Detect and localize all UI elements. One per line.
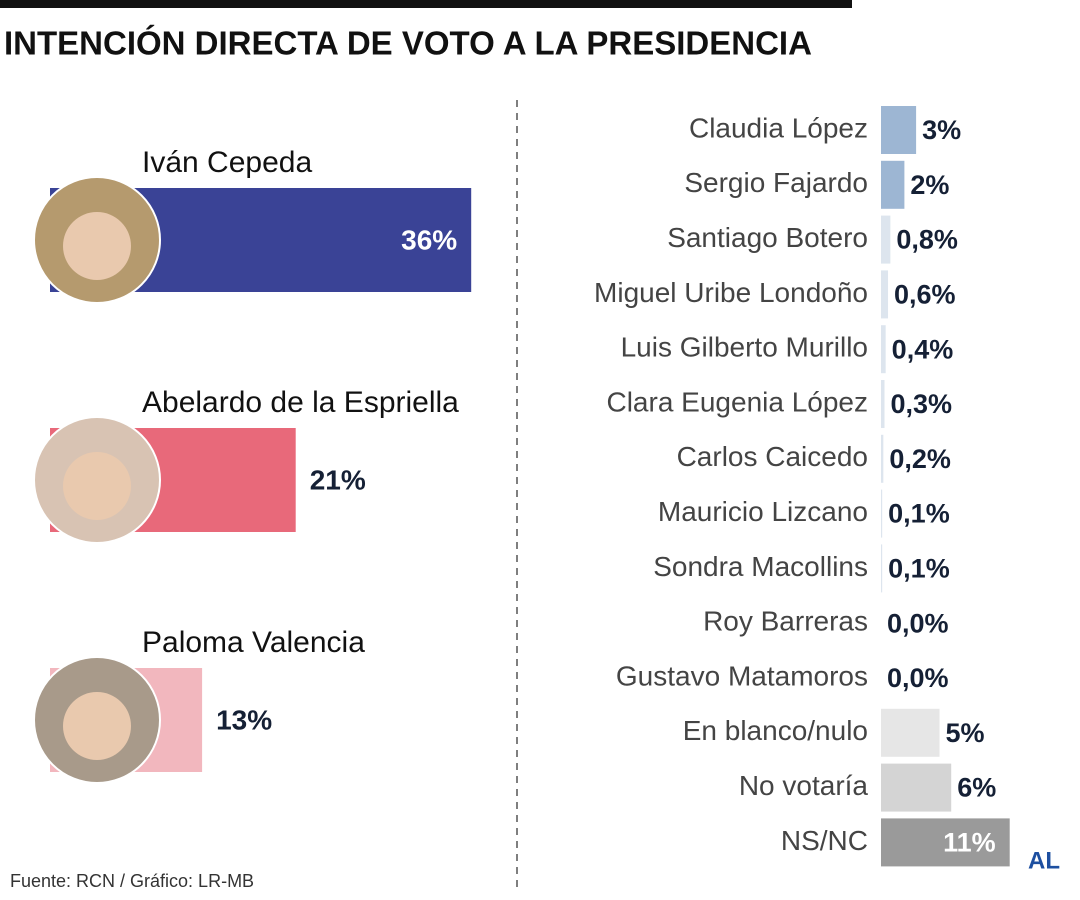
- bar: [881, 489, 883, 538]
- value-label: 0,1%: [888, 554, 950, 584]
- candidate-name: Miguel Uribe Londoño: [594, 277, 868, 308]
- value-label: 2%: [910, 170, 949, 200]
- candidate-name: Abelardo de la Espriella: [142, 386, 459, 419]
- candidate-name: Mauricio Lizcano: [658, 496, 868, 527]
- candidate-name: Iván Cepeda: [142, 146, 312, 179]
- value-label: 0,6%: [894, 280, 956, 310]
- candidate-name: Santiago Botero: [667, 222, 868, 253]
- candidate-name: Luis Gilberto Murillo: [621, 332, 868, 363]
- candidate-name: En blanco/nulo: [683, 715, 868, 746]
- value-label: 0,2%: [889, 444, 951, 474]
- photo-face: [63, 452, 131, 520]
- bar: [881, 160, 905, 209]
- candidate-name: Clara Eugenia López: [606, 386, 868, 417]
- candidate-name: Sergio Fajardo: [684, 167, 868, 198]
- bar: [881, 380, 885, 428]
- candidate-name: Paloma Valencia: [142, 626, 365, 659]
- value-label: 36%: [401, 224, 457, 255]
- value-label: 0,1%: [888, 499, 950, 529]
- value-label: 0,4%: [892, 334, 954, 364]
- value-label: 11%: [943, 828, 996, 858]
- photo-face: [63, 212, 131, 280]
- candidate-name: Sondra Macollins: [653, 551, 868, 582]
- bar: [881, 270, 889, 319]
- candidate-name: Gustavo Matamoros: [616, 660, 868, 691]
- bar: [881, 106, 917, 154]
- value-label: 13%: [216, 704, 272, 735]
- candidate-name: Carlos Caicedo: [677, 441, 868, 472]
- value-label: 3%: [922, 115, 961, 145]
- value-label: 5%: [946, 718, 985, 748]
- bar: [881, 434, 884, 483]
- candidate-name: No votaría: [739, 770, 869, 801]
- chart-title: INTENCIÓN DIRECTA DE VOTO A LA PRESIDENC…: [4, 25, 812, 62]
- top-rule: [0, 0, 852, 8]
- value-label: 0,0%: [887, 663, 949, 693]
- logo: AL: [1028, 847, 1060, 874]
- bar: [881, 544, 883, 593]
- bar: [881, 763, 952, 812]
- bar: [881, 708, 940, 757]
- bar: [881, 325, 886, 374]
- value-label: 21%: [310, 464, 366, 495]
- bar: [881, 818, 1010, 867]
- candidate-name: NS/NC: [781, 825, 868, 856]
- value-label: 0,0%: [887, 608, 949, 638]
- candidate-name: Claudia López: [689, 112, 868, 143]
- value-label: 0,3%: [891, 389, 953, 419]
- value-label: 6%: [957, 773, 996, 803]
- candidate-name: Roy Barreras: [703, 606, 868, 637]
- bar: [881, 215, 891, 264]
- photo-face: [63, 692, 131, 760]
- source: Fuente: RCN / Gráfico: LR-MB: [10, 871, 254, 891]
- value-label: 0,8%: [896, 225, 958, 255]
